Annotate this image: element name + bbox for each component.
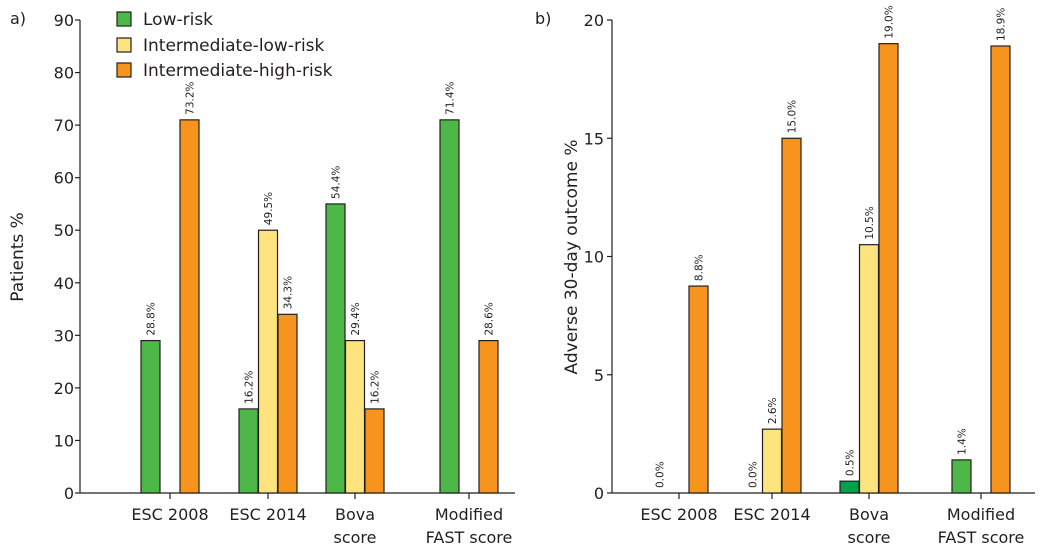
- panel-a-data-label-low-risk: 71.4%: [445, 81, 457, 114]
- panel-b-data-label-intermediate-low-risk: 2.6%: [767, 397, 779, 424]
- panel-a-data-label-intermediate-high-risk: 28.6%: [484, 302, 496, 335]
- legend-swatch-low-risk: [116, 11, 132, 27]
- panel-b-y-axis-title: Adverse 30-day outcome %: [562, 140, 582, 375]
- legend-swatch-intermediate-high-risk: [116, 62, 132, 78]
- panel-b-bar-intermediate-low-risk: [761, 428, 783, 494]
- panel-b-data-label-intermediate-high-risk: 19.0%: [884, 5, 896, 38]
- panel-b-y-tick-label: 10: [584, 248, 604, 267]
- panel-b-category-label: Bova score: [848, 505, 891, 547]
- panel-a-data-label-intermediate-low-risk: 49.5%: [263, 192, 275, 225]
- panel-b-data-label-low-risk: 0.0%: [655, 461, 667, 488]
- panel-b-data-label-intermediate-low-risk: 10.5%: [864, 206, 876, 239]
- panel-b-category-label: Modified FAST score: [938, 505, 1025, 547]
- panel-a-category-label-line: FAST score: [426, 528, 513, 547]
- panel-b-y-tick-label: 20: [584, 11, 604, 30]
- panel-a-y-tick-label: 10: [54, 431, 74, 450]
- legend-label-intermediate-low-risk: Intermediate-low-risk: [143, 36, 325, 56]
- panel-a-bar-intermediate-high-risk: [364, 408, 385, 494]
- panel-a-bar-intermediate-high-risk: [179, 119, 200, 494]
- panel-a-y-tick-label: 80: [54, 64, 74, 83]
- panel-b-category-label-line: FAST score: [938, 528, 1025, 547]
- panel-a-category-labels: ESC 2008 ESC 2014 Bova score Modified FAST sc…: [131, 505, 512, 547]
- panel-a-category-label-line: ESC 2008: [131, 505, 208, 524]
- legend-swatch-intermediate-low-risk: [116, 37, 132, 53]
- panel-b-data-label-low-risk: 0.5%: [845, 449, 857, 476]
- panel-a-bar-intermediate-low-risk: [344, 339, 366, 494]
- panel-a-y-tick-label: 70: [54, 116, 74, 135]
- panel-a-y-tick-label: 60: [54, 169, 74, 188]
- panel-a-bar-intermediate-high-risk: [478, 339, 499, 494]
- panel-a-data-label-intermediate-high-risk: 73.2%: [185, 81, 197, 114]
- panel-a-data-label-intermediate-high-risk: 34.3%: [283, 276, 295, 309]
- panel-b-category-label: ESC 2014: [733, 505, 810, 524]
- panel-a-axes: 0 10 20 30 40 50 60 70 80 90: [54, 11, 515, 503]
- panel-b-bar-intermediate-high-risk: [688, 285, 709, 494]
- panel-b-category-labels: ESC 2008 ESC 2014 Bova score Modified FAST sc…: [640, 505, 1024, 547]
- panel-a-y-tick-label: 30: [54, 326, 74, 345]
- panel-b-bars: [688, 43, 1011, 494]
- panel-a-category-label-line: score: [334, 528, 377, 547]
- panel-b-label: b): [535, 9, 551, 28]
- panel-a-label: a): [10, 9, 26, 28]
- panel-a-bar-low-risk: [140, 339, 161, 494]
- legend: Low-risk Intermediate-low-risk Intermedi…: [116, 10, 333, 81]
- panel-b-data-labels: 0.0% 0.0% 0.5% 1.4% 2.6% 10.5% 8.8% 15.0% 19.0% 1…: [655, 5, 1008, 488]
- panel-b-data-label-low-risk: 1.4%: [957, 428, 969, 455]
- panel-a-category-label: ESC 2008: [131, 505, 208, 524]
- panel-a-data-label-intermediate-low-risk: 29.4%: [350, 302, 362, 335]
- panel-a-data-label-low-risk: 16.2%: [244, 371, 256, 404]
- panel-a-y-tick-label: 40: [54, 274, 74, 293]
- panel-a-category-label-line: Bova: [335, 505, 375, 524]
- panel-b-data-label-intermediate-high-risk: 18.9%: [996, 8, 1008, 41]
- panel-b-category-label-line: Bova: [849, 505, 889, 524]
- panel-b-bar-intermediate-low-risk: [858, 244, 880, 494]
- panel-b-y-tick-label: 15: [584, 129, 604, 148]
- panel-b-category-label: ESC 2008: [640, 505, 717, 524]
- panel-a-bar-low-risk: [238, 408, 259, 494]
- panel-a-category-label-line: Modified: [435, 505, 503, 524]
- panel-b-axes: 0 5 10 15 20: [584, 11, 1035, 503]
- panel-b-category-label-line: ESC 2008: [640, 505, 717, 524]
- panel-a-data-label-intermediate-high-risk: 16.2%: [370, 371, 382, 404]
- panel-b-data-label-intermediate-high-risk: 15.0%: [787, 100, 799, 133]
- panel-a-category-label: Modified FAST score: [426, 505, 513, 547]
- panel-a-bar-intermediate-low-risk: [257, 229, 279, 494]
- panel-a-y-tick-label: 0: [64, 484, 74, 503]
- panel-b-y-tick-label: 0: [594, 484, 604, 503]
- panel-b-bar-low-risk: [951, 459, 972, 494]
- panel-b-category-label-line: Modified: [947, 505, 1015, 524]
- panel-b-y-tick-label: 5: [594, 366, 604, 385]
- panel-b-category-label-line: ESC 2014: [733, 505, 810, 524]
- legend-label-low-risk: Low-risk: [143, 10, 213, 30]
- panel-a-y-axis-title: Patients %: [8, 212, 28, 302]
- panel-a-bars: [140, 119, 499, 494]
- panel-a-bar-intermediate-high-risk: [277, 313, 298, 494]
- panel-a-category-label-line: ESC 2014: [229, 505, 306, 524]
- panel-b: b) Adverse 30-day outcome % 0 5 10 15 20 0.0…: [535, 5, 1035, 547]
- panel-a-data-label-low-risk: 28.8%: [146, 302, 158, 335]
- panel-a-data-label-low-risk: 54.4%: [331, 166, 343, 199]
- panel-a-bar-low-risk: [325, 203, 346, 494]
- panel-b-bar-intermediate-high-risk: [781, 137, 802, 494]
- panel-b-data-label-intermediate-high-risk: 8.8%: [694, 254, 706, 281]
- legend-label-intermediate-high-risk: Intermediate-high-risk: [143, 61, 333, 81]
- panel-b-bar-low-risk: [839, 480, 860, 494]
- panel-a-y-tick-label: 20: [54, 379, 74, 398]
- panel-a-category-label: Bova score: [334, 505, 377, 547]
- panel-a-category-label: ESC 2014: [229, 505, 306, 524]
- panel-b-bar-intermediate-high-risk: [878, 43, 899, 494]
- panel-a-y-tick-label: 50: [54, 221, 74, 240]
- panel-b-data-label-low-risk: 0.0%: [748, 461, 760, 488]
- panel-a-y-tick-label: 90: [54, 11, 74, 30]
- panel-a: a) Patients % 0 10 20 30 40 50 60 70 80 90 28.8% 1…: [8, 9, 515, 547]
- panel-b-category-label-line: score: [848, 528, 891, 547]
- panel-b-bar-intermediate-high-risk: [990, 45, 1011, 494]
- panel-a-data-labels: 28.8% 16.2% 54.4% 71.4% 49.5% 29.4% 73.2% 34.3%…: [146, 81, 496, 403]
- panel-a-bar-low-risk: [439, 119, 460, 494]
